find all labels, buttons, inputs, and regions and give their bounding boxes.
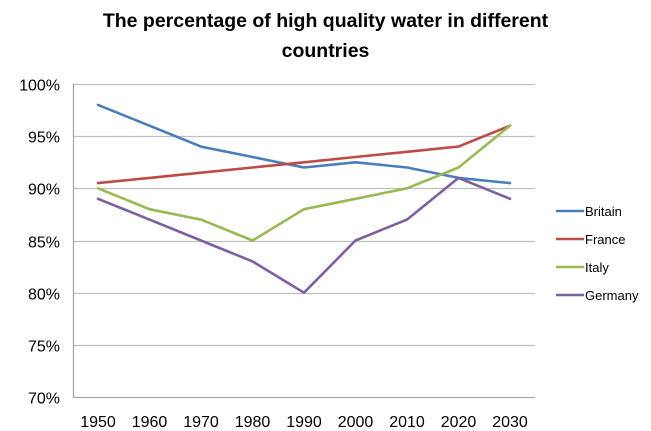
- legend-item-germany: Germany: [556, 288, 639, 303]
- x-tick-label: 1980: [235, 414, 271, 431]
- legend-item-britain: Britain: [556, 204, 622, 219]
- y-tick-label: 80%: [28, 287, 60, 304]
- y-tick-label: 85%: [28, 235, 60, 252]
- x-axis-ticks: 1950 1960 1970 1980 1990 2000 2010 2020 2030: [80, 414, 528, 431]
- x-tick-label: 1960: [132, 414, 168, 431]
- legend-label-italy: Italy: [585, 260, 609, 275]
- axes: [72, 84, 535, 399]
- series-line-germany: [96, 176, 512, 295]
- x-tick-label: 1950: [80, 414, 116, 431]
- legend: Britain France Italy Germany: [556, 204, 639, 303]
- x-tick-label: 1970: [183, 414, 219, 431]
- y-tick-label: 90%: [28, 182, 60, 199]
- legend-item-france: France: [556, 232, 625, 247]
- y-axis-ticks: 70% 75% 80% 85% 90% 95% 100%: [19, 78, 60, 408]
- x-tick-label: 2010: [389, 414, 425, 431]
- legend-label-britain: Britain: [585, 204, 622, 219]
- legend-label-france: France: [585, 232, 625, 247]
- y-tick-label: 75%: [28, 339, 60, 356]
- legend-label-germany: Germany: [585, 288, 639, 303]
- x-tick-label: 1990: [286, 414, 322, 431]
- x-tick-label: 2030: [492, 414, 528, 431]
- gridlines: [73, 83, 535, 347]
- x-tick-label: 2000: [338, 414, 374, 431]
- y-tick-label: 95%: [28, 130, 60, 147]
- series-line-france: [96, 124, 512, 185]
- y-tick-label: 100%: [19, 78, 60, 95]
- x-tick-label: 2020: [441, 414, 477, 431]
- series-lines: [96, 103, 512, 295]
- legend-item-italy: Italy: [556, 260, 609, 275]
- chart-title-line-1: The percentage of high quality water in …: [102, 10, 549, 32]
- chart-title-line-2: countries: [281, 40, 370, 62]
- y-tick-label: 70%: [28, 391, 60, 408]
- chart-title: The percentage of high quality water in …: [0, 6, 651, 66]
